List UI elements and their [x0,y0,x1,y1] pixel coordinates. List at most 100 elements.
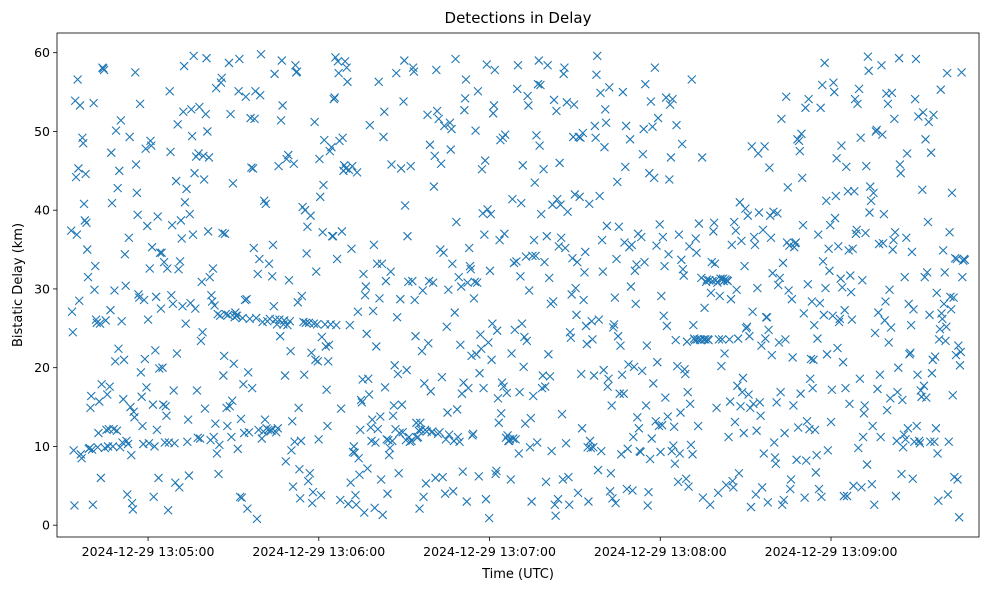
data-point [137,392,147,402]
data-point [853,443,863,453]
data-point [573,488,583,498]
data-point [587,316,597,326]
data-point [652,357,662,367]
data-point [875,370,885,380]
data-point [196,336,206,346]
data-point [857,482,866,492]
data-point [102,425,111,435]
data-point [423,110,432,120]
data-point [684,242,694,251]
data-point [126,450,136,460]
data-point [311,355,320,365]
data-point [178,301,187,311]
data-point [545,371,555,381]
data-point [169,386,179,395]
data-point [375,412,385,421]
data-point [402,365,412,375]
data-point [560,63,569,73]
data-point [425,140,435,150]
data-point [954,512,964,522]
data-point [653,113,663,123]
data-point [586,443,596,453]
data-point [382,434,392,444]
data-point [78,138,88,148]
data-point [513,60,523,70]
data-point [131,160,141,169]
data-point [834,317,844,327]
data-point [706,288,716,298]
data-point [563,207,573,217]
data-point [228,179,238,188]
data-point [94,428,103,438]
data-point [423,338,433,348]
data-point [755,397,765,407]
data-point [793,423,803,432]
data-point [323,356,333,366]
data-point [577,423,587,433]
data-point [580,268,589,277]
y-tick-label: 50 [34,124,50,139]
data-point [73,75,83,84]
data-point [869,188,878,198]
data-point [889,235,898,245]
data-point [622,484,632,494]
data-point [785,484,795,494]
data-point [466,264,476,274]
data-point [628,432,638,442]
data-point [608,323,618,332]
data-point [704,275,714,285]
data-point [595,191,605,201]
data-point [847,315,857,325]
data-point [365,120,375,130]
data-point [576,369,586,379]
data-point [431,65,441,75]
data-point [584,199,594,209]
data-point [612,177,622,187]
data-point [612,254,621,264]
data-point [723,276,733,286]
data-point [540,257,549,267]
data-point [210,301,219,310]
data-point [901,434,910,444]
data-point [812,450,822,460]
data-point [271,315,280,325]
data-point [845,399,854,409]
data-point [277,56,287,65]
data-point [731,226,741,236]
data-point [781,334,790,344]
data-point [475,330,485,340]
data-point [817,80,827,90]
data-point [212,449,222,458]
data-point [454,272,464,282]
data-point [190,304,200,314]
data-point [177,234,187,243]
data-point [500,229,509,239]
data-point [541,477,551,487]
data-point [742,322,752,332]
data-point [524,286,534,295]
y-tick-label: 0 [42,518,50,533]
data-point [121,281,131,291]
data-point [106,305,115,315]
data-point [403,231,412,241]
data-point [306,211,316,221]
data-point [283,150,293,160]
data-point [180,197,190,207]
data-point [807,297,817,306]
data-point [613,331,623,341]
data-point [269,301,279,311]
data-point [150,345,160,355]
data-point [395,428,404,438]
data-point [580,247,590,257]
data-point [632,412,642,422]
data-point [585,436,595,446]
data-point [446,145,456,154]
data-point [816,103,826,113]
data-point [841,383,850,393]
data-point [417,346,427,356]
data-point [477,164,487,174]
data-point [813,230,823,239]
data-point [621,121,631,131]
data-point [317,332,327,342]
